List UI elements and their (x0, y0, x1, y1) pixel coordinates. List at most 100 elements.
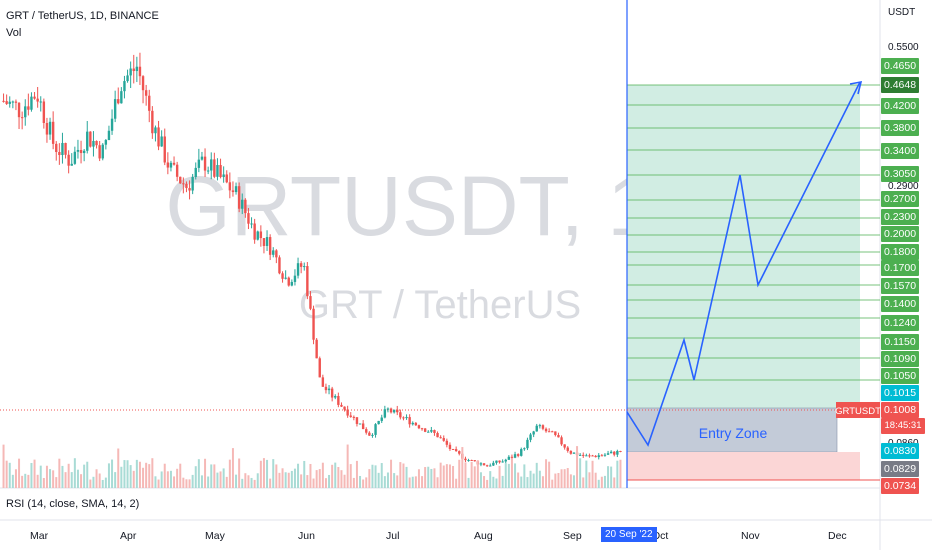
candle (467, 458, 470, 488)
volume-bar (374, 465, 377, 488)
candle (296, 257, 300, 488)
volume-bar (424, 467, 427, 488)
candle (76, 139, 80, 488)
stop-level-tag: 0.0830 (881, 443, 919, 459)
candle-body (107, 130, 111, 141)
candle-body (613, 451, 616, 455)
volume-bar (563, 469, 566, 488)
candle-body (600, 455, 604, 457)
volume-legend[interactable]: Vol (6, 27, 22, 39)
volume-bar (173, 476, 176, 488)
candle (343, 406, 346, 488)
volume-bar (476, 460, 479, 488)
candle (383, 405, 387, 488)
candle-body (110, 118, 114, 131)
candle (532, 430, 535, 488)
candle-body (520, 449, 523, 456)
volume-bar (42, 478, 45, 488)
candle-body (414, 422, 418, 426)
candle (541, 424, 545, 488)
volume-bar (114, 472, 117, 488)
candle-body (383, 409, 387, 418)
volume-bar (185, 479, 188, 488)
candle (101, 143, 104, 488)
candle (231, 181, 235, 488)
candle-body (191, 176, 194, 191)
volume-bar (45, 465, 48, 488)
volume-bar (148, 464, 151, 488)
candle-body (318, 358, 321, 378)
volume-bar (405, 466, 408, 488)
candle-body (507, 456, 511, 460)
candle (588, 453, 591, 488)
candle-body (197, 159, 201, 168)
candle (451, 448, 455, 488)
volume-bar (154, 476, 157, 488)
candle-body (278, 257, 281, 274)
volume-bar (607, 466, 610, 488)
candle (82, 148, 86, 488)
candle-body (365, 429, 368, 433)
volume-bar (235, 474, 238, 488)
candle-body (510, 456, 514, 458)
volume-bar (321, 462, 324, 488)
rsi-legend[interactable]: RSI (14, close, SMA, 14, 2) (6, 498, 140, 510)
candle (73, 146, 77, 488)
volume-bar (83, 464, 86, 488)
symbol-tag-bg (836, 402, 880, 418)
candle (309, 291, 312, 488)
volume-bar (204, 458, 207, 488)
candle (172, 156, 176, 488)
volume-bar (300, 474, 303, 488)
candle-body (402, 417, 405, 419)
candle (175, 161, 179, 488)
volume-bar (359, 475, 362, 488)
volume-bar (535, 462, 538, 488)
candle (157, 120, 160, 488)
candle-body (241, 199, 244, 209)
candle (464, 456, 467, 488)
candle (117, 87, 120, 488)
candle (346, 405, 349, 488)
candle-body (166, 162, 170, 168)
target-level-tag: 0.4200 (881, 98, 919, 114)
volume-bar (129, 465, 132, 488)
candle (48, 117, 52, 488)
candle-body (17, 102, 21, 118)
candle-body (272, 250, 275, 255)
symbol-title[interactable]: GRT / TetherUS, 1D, BINANCE (6, 10, 159, 22)
candle-body (451, 448, 455, 450)
candle (470, 459, 473, 488)
candle-body (206, 170, 210, 172)
volume-bar (213, 464, 216, 488)
volume-bar (603, 475, 606, 488)
candle (293, 269, 297, 488)
candle (427, 430, 430, 488)
candle-body (5, 101, 8, 104)
volume-bar (427, 466, 430, 488)
candle-body (182, 183, 185, 185)
volume-bar (312, 478, 315, 488)
candle-body (417, 425, 421, 429)
candle-body (405, 417, 408, 419)
candle (585, 453, 588, 488)
candle-body (439, 437, 442, 439)
volume-bar (138, 461, 141, 488)
volume-bar (417, 469, 420, 488)
target-level-tag: 0.1800 (881, 244, 919, 260)
candle-body (101, 144, 104, 159)
volume-bar (340, 470, 343, 488)
candle (278, 255, 281, 488)
candle (516, 453, 520, 488)
candle-body (185, 183, 188, 189)
candle-body (334, 395, 337, 398)
volume-bar (352, 477, 355, 488)
candle (569, 450, 573, 488)
candle (417, 424, 421, 488)
candle (138, 52, 142, 488)
candle-body (578, 454, 582, 456)
candle-body (430, 430, 433, 432)
volume-bar (371, 464, 374, 488)
